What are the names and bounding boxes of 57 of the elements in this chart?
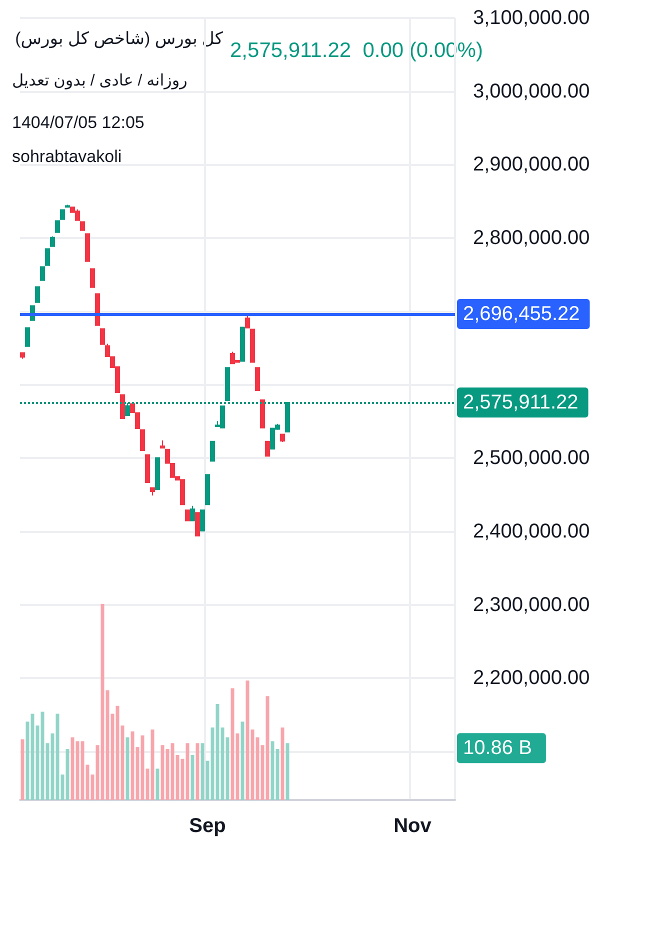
candlestick — [100, 328, 105, 345]
annotation: sohrabtavakoli — [12, 147, 122, 166]
candlestick — [265, 440, 270, 457]
text: روزانه / عادی / بدون تعدیل — [12, 72, 188, 90]
bar — [196, 743, 200, 800]
candlestick — [80, 221, 85, 231]
candlestick — [95, 293, 100, 326]
candlestick — [85, 233, 90, 262]
candlestick — [65, 204, 70, 208]
candlestick — [190, 505, 195, 522]
candlestick — [25, 327, 30, 347]
x-tick-label: Sep — [189, 815, 226, 837]
candlestick — [205, 474, 210, 506]
candlestick — [155, 457, 160, 490]
candlestick — [200, 509, 205, 532]
text: 10.86 B — [463, 737, 532, 760]
candlestick — [150, 487, 155, 496]
candlestick — [195, 512, 200, 536]
candlestick — [240, 326, 245, 362]
candlestick — [245, 314, 250, 328]
candlestick — [260, 399, 265, 428]
x-tick-label: Nov — [394, 815, 432, 837]
candlestick — [20, 352, 25, 360]
candlestick — [140, 429, 145, 451]
candlestick — [55, 220, 60, 233]
candlestick — [255, 367, 260, 392]
candlestick — [60, 209, 65, 220]
candlestick — [120, 394, 125, 419]
bar — [156, 768, 160, 800]
annotation: 1404/07/05 12:05 — [12, 113, 144, 132]
candlestick — [35, 286, 40, 303]
bar — [240, 722, 244, 800]
candlestick — [210, 440, 215, 462]
candlestick — [185, 509, 190, 522]
ref-line-label: 2,696,455.22 — [463, 303, 580, 326]
y-tick-label: 2,900,000.00 — [473, 154, 590, 176]
bar — [20, 739, 24, 800]
bar — [286, 743, 290, 800]
candlestick — [160, 440, 165, 449]
y-tick-label: 2,200,000.00 — [473, 667, 590, 690]
y-tick-label: 2,400,000.00 — [473, 520, 590, 543]
y-tick-label: 2,300,000.00 — [473, 594, 590, 616]
candlestick — [90, 268, 95, 288]
y-tick-label: 3,000,000.00 — [473, 80, 590, 102]
y-tick-label: 2,500,000.00 — [473, 447, 590, 470]
y-tick-label: 2,800,000.00 — [473, 227, 590, 250]
candlestick — [280, 434, 285, 442]
candlestick — [145, 454, 150, 483]
candlestick — [250, 328, 255, 363]
candlestick — [45, 248, 50, 266]
y-tick-label: 3,100,000.00 — [473, 7, 590, 29]
candlestick — [40, 266, 45, 281]
candlestick — [50, 236, 55, 247]
bar — [280, 727, 284, 800]
ref-line-label: 2,575,911.22 — [463, 391, 578, 414]
bar — [126, 737, 130, 800]
bar — [190, 754, 194, 800]
